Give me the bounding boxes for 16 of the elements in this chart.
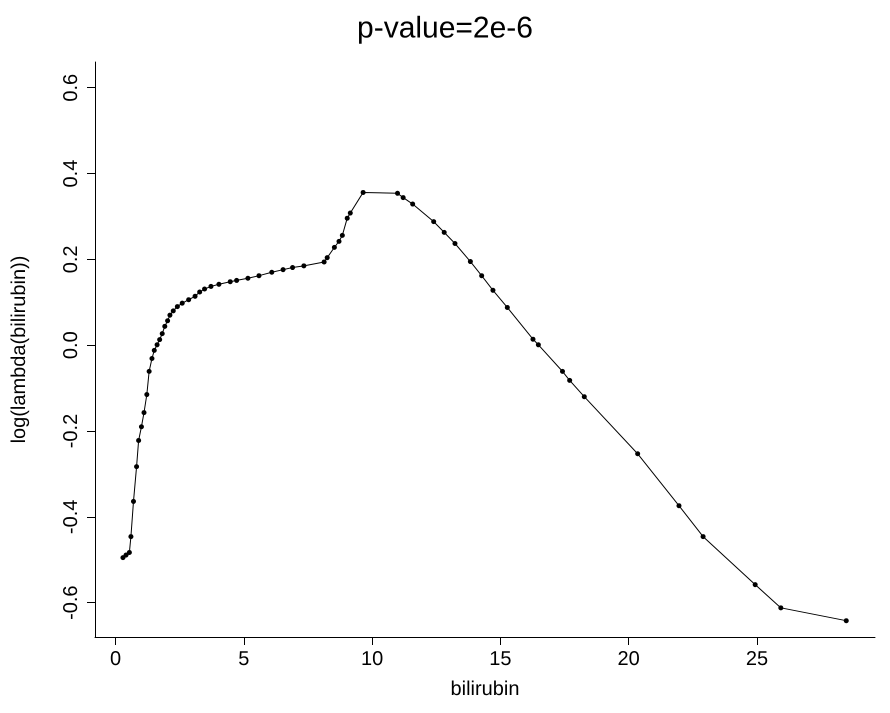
- chart-title: p-value=2e-6: [357, 12, 533, 44]
- x-tick-label: 10: [360, 648, 384, 670]
- x-tick-label: 20: [618, 648, 640, 670]
- x-tick-label: 15: [489, 648, 512, 670]
- y-tick-label: 0.4: [60, 160, 82, 188]
- y-tick-label: 0.6: [60, 74, 82, 102]
- y-tick-label: -0.4: [60, 500, 82, 534]
- x-axis-title: bilirubin: [450, 678, 520, 700]
- y-axis-title: log(lambda(bilirubin)): [8, 256, 30, 444]
- x-tick-label: 25: [746, 648, 768, 670]
- y-tick-label: 0.2: [60, 245, 82, 274]
- x-tick-label: 0: [110, 648, 122, 670]
- y-tick-label: -0.6: [60, 585, 82, 620]
- y-tick-label: -0.2: [60, 414, 82, 448]
- y-tick-label: 0.0: [60, 331, 82, 360]
- x-tick-label: 5: [238, 648, 250, 670]
